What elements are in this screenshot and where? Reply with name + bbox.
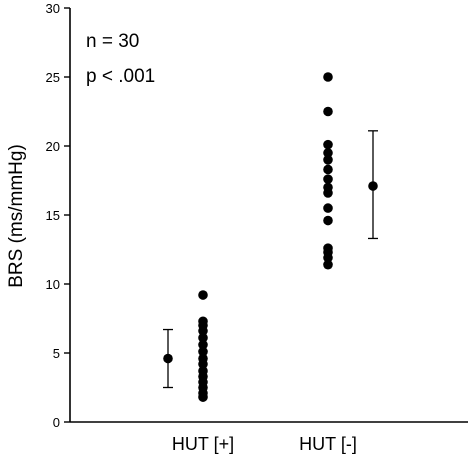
data-point xyxy=(323,203,333,213)
y-tick-label: 25 xyxy=(46,70,60,85)
data-point xyxy=(198,290,208,300)
y-axis-title: BRS (ms/mmHg) xyxy=(6,144,27,288)
data-points xyxy=(198,72,333,402)
annotation-n: n = 30 xyxy=(86,31,139,52)
y-tick-label: 30 xyxy=(46,1,60,16)
data-point xyxy=(323,139,333,150)
data-point xyxy=(323,148,333,158)
y-tick-label: 20 xyxy=(46,139,60,154)
data-point xyxy=(198,359,208,369)
category-labels: HUT [+] HUT [-] xyxy=(172,434,357,454)
data-point xyxy=(198,333,208,343)
y-tick-label: 5 xyxy=(53,346,60,361)
data-point xyxy=(323,106,333,117)
data-point xyxy=(198,326,208,336)
y-ticks: 0 5 10 15 20 25 30 xyxy=(46,1,70,430)
y-tick-label: 0 xyxy=(53,415,60,430)
y-tick-label: 10 xyxy=(46,277,60,292)
annotation-p-value: p < .001 xyxy=(86,66,155,87)
data-point xyxy=(323,259,333,270)
x-category-label: HUT [-] xyxy=(299,434,357,454)
data-point xyxy=(198,339,208,350)
data-point xyxy=(198,392,208,402)
data-point xyxy=(323,188,333,198)
data-point xyxy=(323,215,333,226)
mean-point xyxy=(163,353,173,364)
data-point xyxy=(323,155,333,165)
data-point xyxy=(198,346,208,357)
summary-error-bars xyxy=(163,130,378,389)
data-point xyxy=(323,252,333,263)
mean-point xyxy=(368,181,378,191)
data-point xyxy=(323,174,333,184)
y-tick-label: 15 xyxy=(46,208,60,223)
data-point xyxy=(323,72,333,82)
data-point xyxy=(323,164,333,175)
x-category-label: HUT [+] xyxy=(172,434,234,454)
